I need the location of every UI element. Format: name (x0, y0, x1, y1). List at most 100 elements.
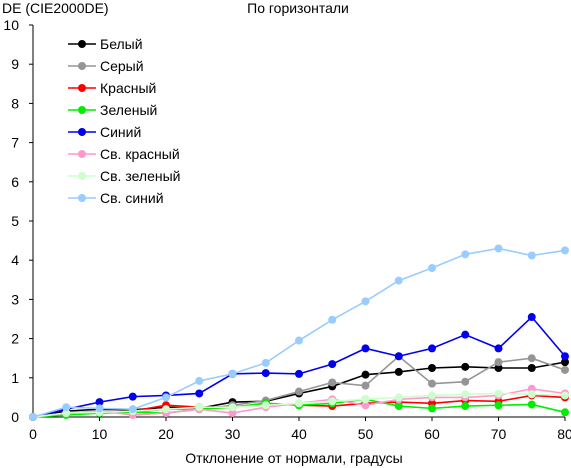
data-point (328, 397, 337, 406)
data-point (361, 370, 370, 379)
data-point (361, 344, 370, 353)
y-tick-label: 0 (11, 409, 19, 425)
data-point (461, 362, 470, 371)
x-tick-label: 0 (29, 426, 37, 442)
data-point (394, 352, 403, 361)
legend-label: Св. зеленый (100, 168, 180, 184)
data-point (527, 400, 536, 409)
data-point (428, 364, 436, 372)
data-point (195, 403, 204, 412)
x-tick-label: 40 (291, 426, 307, 442)
data-point (162, 393, 170, 402)
x-tick-label: 50 (358, 426, 374, 442)
y-axis-title: DE (CIE2000DE) (2, 0, 109, 16)
data-point (295, 369, 303, 378)
data-point (261, 358, 270, 367)
data-point (261, 401, 270, 410)
legend-swatch-marker (78, 150, 86, 158)
data-point (494, 401, 503, 410)
x-tick-label: 30 (225, 426, 241, 442)
legend-label: Серый (100, 58, 144, 74)
x-axis-title: Отклонение от нормали, градусы (185, 450, 402, 466)
data-point (394, 367, 403, 376)
y-tick-label: 2 (11, 331, 19, 347)
data-point (561, 408, 569, 417)
x-tick-label: 80 (557, 426, 571, 442)
data-point (295, 387, 303, 396)
data-point (95, 404, 104, 413)
series-8 (29, 244, 569, 421)
data-point (328, 315, 337, 324)
y-tick-label: 5 (11, 213, 19, 229)
y-tick-label: 7 (11, 135, 19, 151)
legend-item: Серый (68, 58, 144, 74)
y-tick-label: 3 (11, 291, 19, 307)
data-point (228, 403, 237, 412)
data-point (428, 344, 436, 353)
data-point (295, 399, 303, 408)
data-point (195, 376, 204, 385)
data-point (228, 369, 237, 378)
data-point (428, 264, 436, 273)
data-point (494, 389, 503, 398)
legend-item: Св. красный (68, 146, 180, 162)
data-point (494, 358, 503, 367)
legend-label: Синий (100, 124, 141, 140)
data-point (527, 313, 536, 322)
legend-swatch-marker (78, 62, 86, 70)
legend-item: Синий (68, 124, 141, 140)
x-tick-label: 60 (424, 426, 440, 442)
data-point (295, 336, 303, 345)
data-point (527, 390, 536, 399)
x-tick-label: 20 (158, 426, 174, 442)
legend-swatch-marker (78, 84, 86, 92)
y-tick-label: 1 (11, 370, 19, 386)
legend-label: Св. красный (100, 146, 180, 162)
data-point (62, 403, 71, 412)
data-point (461, 377, 470, 386)
y-tick-label: 6 (11, 174, 19, 190)
legend-swatch-marker (78, 194, 86, 202)
data-point (361, 395, 370, 404)
data-point (128, 392, 137, 401)
data-point (361, 381, 370, 390)
data-point (461, 390, 470, 399)
series-2 (29, 352, 569, 421)
legend-swatch-marker (78, 128, 86, 136)
data-point (162, 405, 170, 414)
data-point (561, 246, 569, 255)
legend-item: Белый (68, 36, 143, 52)
data-point (494, 364, 503, 372)
x-tick-label: 70 (491, 426, 507, 442)
data-point (428, 404, 436, 413)
chart-title: По горизонтали (247, 0, 349, 16)
data-point (428, 379, 436, 388)
legend-item: Св. синий (68, 190, 164, 206)
data-point (328, 360, 337, 369)
x-tick-label: 10 (92, 426, 108, 442)
data-point (228, 409, 237, 418)
legend-label: Белый (100, 36, 143, 52)
data-point (95, 398, 104, 407)
data-point (461, 402, 470, 411)
data-point (527, 354, 536, 363)
data-point (361, 401, 370, 410)
data-point (29, 413, 37, 421)
data-point (527, 364, 536, 372)
legend-label: Красный (100, 80, 156, 96)
data-point (428, 391, 436, 400)
data-point (561, 365, 569, 374)
y-tick-label: 4 (11, 252, 19, 268)
legend-swatch-marker (78, 172, 86, 180)
legend-swatch-marker (78, 106, 86, 114)
data-point (328, 378, 337, 387)
legend-item: Красный (68, 80, 156, 96)
legend-label: Св. синий (100, 190, 164, 206)
y-tick-label: 10 (3, 17, 19, 33)
data-point (527, 384, 536, 393)
data-point (128, 405, 137, 414)
data-point (394, 402, 403, 411)
legend: Белый Серый Красный Зеленый Синий Св. красный… (68, 36, 180, 206)
legend-item: Зеленый (68, 102, 157, 118)
